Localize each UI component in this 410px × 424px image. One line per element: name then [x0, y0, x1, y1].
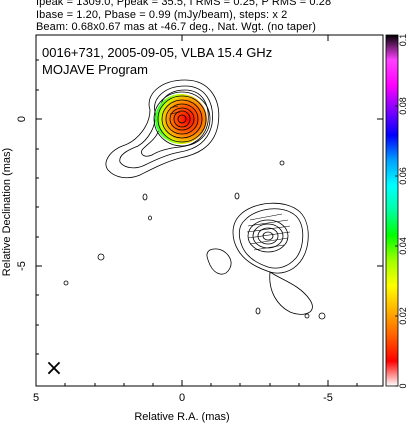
jet-component-contours: [247, 219, 289, 253]
beam-marker: ×: [45, 356, 63, 381]
y-tick-label: -5: [16, 261, 28, 271]
x-axis-label: Relative R.A. (mas): [134, 411, 229, 423]
polarization-vectors: [169, 105, 291, 251]
colorbar-tick-label: 0.02: [398, 307, 408, 325]
colorbar-bar: [385, 34, 399, 387]
colorbar-tick-label: 0.04: [398, 237, 408, 255]
program-title: MOJAVE Program: [42, 62, 148, 77]
axis-ticks: [36, 35, 383, 386]
x-tick-label: 5: [33, 392, 39, 404]
colorbar-tick-label: 0.06: [398, 167, 408, 185]
colorbar: 0 0.02 0.04 0.06 0.08 0.1: [385, 34, 408, 389]
y-tick-label: 0: [16, 116, 28, 122]
map-title: 0016+731, 2005-09-05, VLBA 15.4 GHz: [42, 45, 272, 60]
header-line-3: Beam: 0.68x0.67 mas at -46.7 deg., Nat. …: [36, 21, 317, 33]
contour-lines: [63, 79, 326, 320]
colorbar-tick-label: 0.08: [398, 97, 408, 115]
x-tick-label: 0: [179, 392, 185, 404]
plot-frame: [35, 34, 384, 387]
header-line-2: Ibase = 1.20, Pbase = 0.99 (mJy/beam), s…: [36, 9, 288, 21]
colorbar-tick-label: 0: [398, 383, 408, 388]
header-line-1: Ipeak = 1309.0, Ppeak = 35.5, I RMS = 0.…: [36, 0, 332, 8]
svg-text:×: ×: [45, 356, 63, 381]
y-axis-label: Relative Declination (mas): [1, 148, 13, 276]
colorbar-ticks: [395, 35, 398, 387]
core-contours: [153, 91, 211, 147]
colorbar-tick-label: 0.1: [398, 34, 408, 47]
x-tick-label: -5: [323, 392, 333, 404]
core-polarization-fill: [155, 94, 207, 144]
